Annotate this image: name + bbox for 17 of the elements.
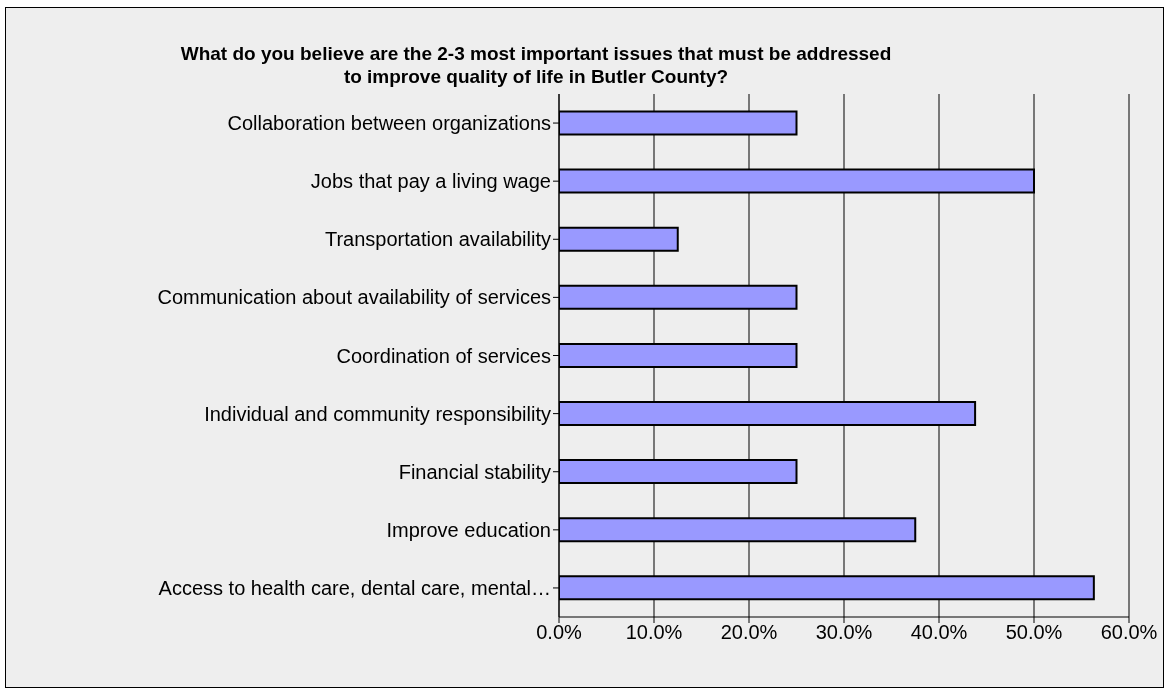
x-tick-label: 30.0% — [815, 621, 873, 644]
y-tick-label: Communication about availability of services — [157, 286, 551, 309]
y-tick-label: Jobs that pay a living wage — [310, 170, 551, 193]
x-tick-label: 0.0% — [536, 621, 583, 644]
x-tick-label: 10.0% — [625, 621, 683, 644]
y-tick-label: Improve education — [386, 518, 551, 541]
y-tick-label: Individual and community responsibility — [204, 402, 551, 425]
y-tick-label: Financial stability — [398, 460, 551, 483]
y-tick-label: Coordination of services — [336, 344, 551, 367]
y-tick-label: Transportation availability — [324, 228, 551, 251]
x-tick-label: 40.0% — [910, 621, 968, 644]
x-tick-label: 20.0% — [720, 621, 778, 644]
y-tick-label: Collaboration between organizations — [227, 112, 551, 135]
y-tick-label: Access to health care, dental care, mental… — [158, 577, 551, 600]
x-tick-label: 60.0% — [1100, 621, 1158, 644]
x-tick-label: 50.0% — [1005, 621, 1063, 644]
chart-title: What do you believe are the 2-3 most important issues that must be addressed to improve quality of life in Butler County? — [179, 42, 893, 88]
